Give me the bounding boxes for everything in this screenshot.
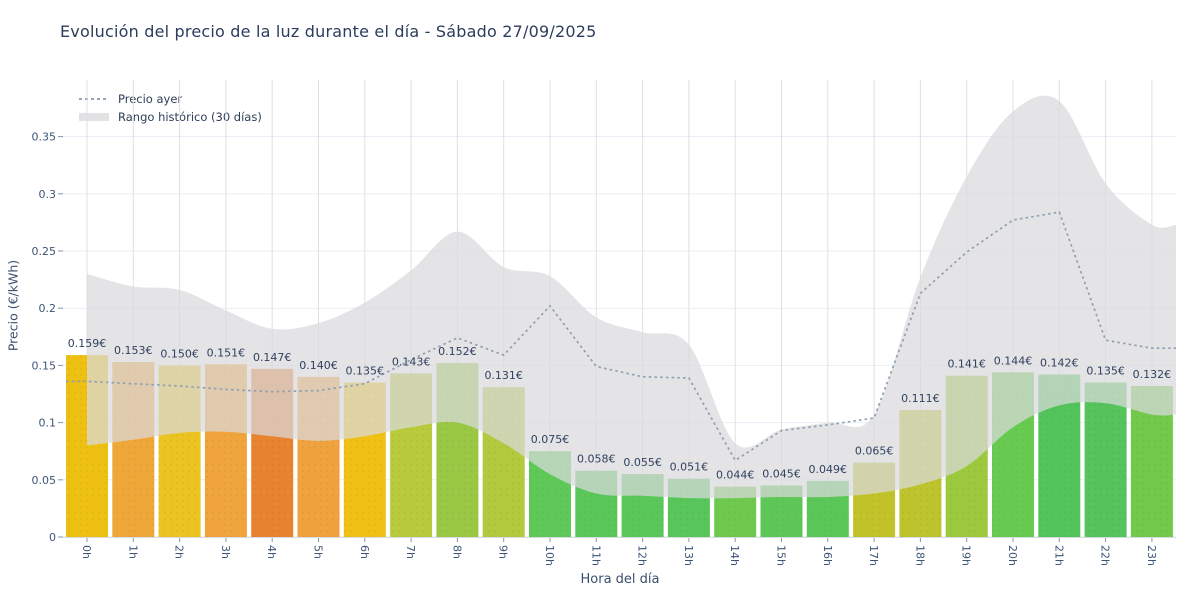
bar-label-15h: 0.045€ (762, 468, 801, 481)
x-tick-3h: 3h (219, 545, 232, 559)
bar-label-16h: 0.049€ (809, 463, 848, 476)
x-tick-6h: 6h (358, 545, 371, 559)
x-tick-19h: 19h (960, 545, 973, 566)
x-tick-17h: 17h (867, 545, 880, 566)
x-tick-10h: 10h (543, 545, 556, 566)
x-tick-labels: 0h 1h 2h 3h 4h 5h 6h 7h 8h 9h 10h 11h 12h 13h 14h 15h 16… (80, 545, 1158, 566)
x-tick-2h: 2h (173, 545, 186, 559)
bar-label-0h: 0.159€ (68, 337, 107, 350)
bar-label-8h: 0.152€ (438, 345, 477, 358)
x-tick-1h: 1h (126, 545, 139, 559)
x-tick-18h: 18h (913, 545, 926, 566)
bar-texture-22h (1084, 382, 1127, 537)
x-tick-8h: 8h (450, 545, 463, 559)
bar-label-13h: 0.051€ (670, 461, 709, 474)
y-axis-title: Precio (€/kWh) (5, 259, 21, 352)
bar-label-11h: 0.058€ (577, 453, 616, 466)
bar-label-12h: 0.055€ (623, 456, 662, 469)
band-swatch-icon (79, 113, 109, 121)
legend-label-yesterday: Precio ayer (118, 92, 183, 106)
bar-label-5h: 0.140€ (299, 359, 338, 372)
bar-label-14h: 0.044€ (716, 469, 755, 482)
x-tick-14h: 14h (728, 545, 741, 566)
x-tick-15h: 15h (775, 545, 788, 566)
bar-value-labels: 0.159€ 0.153€ 0.150€ 0.151€ 0.147€ 0.140€ 0.13… (68, 337, 1171, 482)
x-tick-12h: 12h (636, 545, 649, 566)
bar-label-4h: 0.147€ (253, 351, 292, 364)
x-tick-22h: 22h (1099, 545, 1112, 566)
bar-label-18h: 0.111€ (901, 392, 940, 405)
x-tick-11h: 11h (589, 545, 602, 566)
x-tick-5h: 5h (312, 545, 325, 559)
yesterday-price-line (66, 211, 1176, 462)
bar-label-20h: 0.144€ (994, 354, 1033, 367)
bar-label-10h: 0.075€ (531, 433, 570, 446)
historical-range-band (87, 95, 1176, 499)
chart-title: Evolución del precio de la luz durante e… (60, 22, 597, 41)
bar-label-9h: 0.131€ (484, 369, 523, 382)
bar-label-7h: 0.143€ (392, 355, 431, 368)
x-tick-16h: 16h (821, 545, 834, 566)
svg-text:0.35: 0.35 (32, 131, 57, 144)
svg-text:0.2: 0.2 (39, 302, 57, 315)
x-tick-20h: 20h (1006, 545, 1019, 566)
x-axis-title: Hora del día (580, 572, 660, 587)
bar-label-22h: 0.135€ (1086, 365, 1125, 378)
svg-text:0.05: 0.05 (32, 474, 57, 487)
x-tick-7h: 7h (404, 545, 417, 559)
x-tick-4h: 4h (265, 545, 278, 559)
bar-label-17h: 0.065€ (855, 445, 894, 458)
legend-item-yesterday[interactable]: Precio ayer (79, 90, 262, 108)
x-tick-0h: 0h (80, 545, 93, 559)
bar-label-19h: 0.141€ (947, 358, 986, 371)
bar-label-21h: 0.142€ (1040, 357, 1079, 370)
svg-text:0: 0 (49, 531, 56, 544)
y-tick-labels: 0 0.05 0.1 0.15 0.2 0.25 0.3 0.35 (32, 131, 57, 544)
x-tick-9h: 9h (497, 545, 510, 559)
svg-text:0.1: 0.1 (39, 417, 57, 430)
axis-ticks (58, 136, 1153, 542)
dashed-line-swatch-icon (79, 98, 109, 100)
x-tick-13h: 13h (682, 545, 695, 566)
x-tick-23h: 23h (1145, 545, 1158, 566)
bar-label-6h: 0.135€ (346, 365, 385, 378)
bar-label-3h: 0.151€ (207, 346, 246, 359)
svg-text:0.15: 0.15 (32, 359, 57, 372)
bar-label-1h: 0.153€ (114, 344, 153, 357)
bar-label-2h: 0.150€ (160, 347, 199, 360)
svg-text:0.3: 0.3 (39, 188, 57, 201)
svg-text:0.25: 0.25 (32, 245, 57, 258)
bar-label-23h: 0.132€ (1133, 368, 1172, 381)
x-tick-21h: 21h (1052, 545, 1065, 566)
